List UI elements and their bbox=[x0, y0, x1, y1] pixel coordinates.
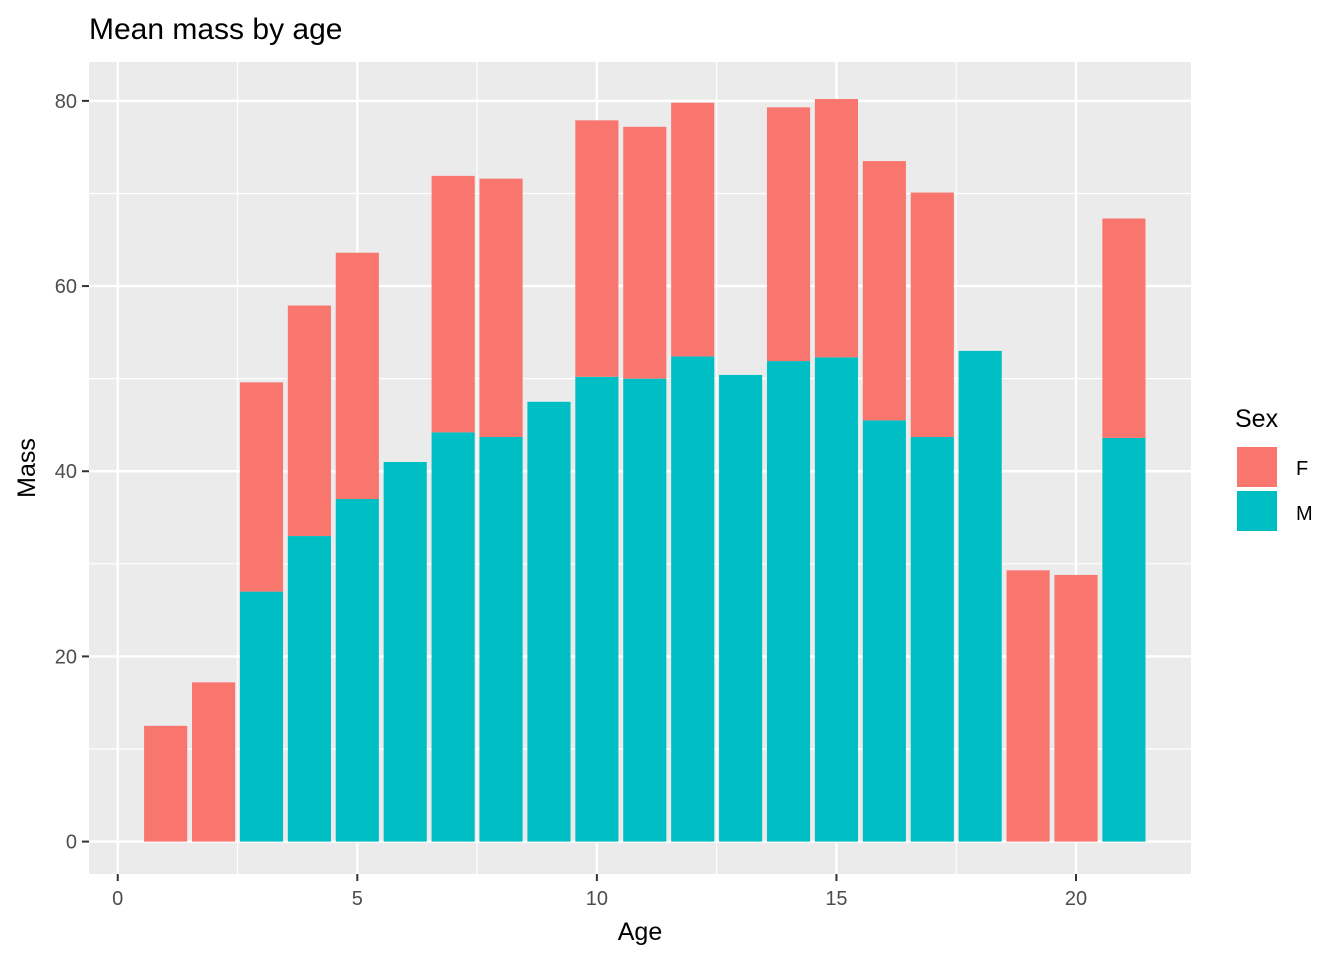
bar-m-age-4 bbox=[287, 536, 331, 842]
legend-key-f bbox=[1235, 445, 1279, 489]
y-tick-label: 0 bbox=[66, 832, 77, 854]
bar-m-age-14 bbox=[766, 361, 811, 842]
bars bbox=[144, 99, 1146, 842]
bar-f-age-11 bbox=[623, 126, 667, 379]
bar-m-age-11 bbox=[623, 378, 667, 842]
bar-f-age-10 bbox=[575, 120, 619, 377]
x-tick-label: 15 bbox=[825, 888, 847, 910]
bar-f-age-17 bbox=[910, 192, 954, 437]
bar-m-age-17 bbox=[910, 436, 954, 842]
bar-m-age-12 bbox=[671, 356, 715, 842]
bar-f-age-20 bbox=[1054, 574, 1098, 842]
legend-title: Sex bbox=[1235, 405, 1279, 433]
bar-m-age-5 bbox=[335, 499, 379, 842]
bar-m-age-15 bbox=[814, 357, 859, 842]
y-tick-label: 20 bbox=[55, 646, 77, 668]
bar-f-age-15 bbox=[814, 99, 859, 358]
bar-m-age-3 bbox=[239, 591, 284, 842]
legend: Sex F M bbox=[1235, 405, 1313, 533]
bar-f-age-12 bbox=[671, 102, 715, 357]
x-tick-label: 0 bbox=[112, 888, 123, 910]
x-axis-title: Age bbox=[618, 918, 662, 946]
x-tick-label: 5 bbox=[352, 888, 363, 910]
y-tick-label: 40 bbox=[55, 461, 77, 483]
legend-label-m: M bbox=[1296, 503, 1313, 525]
bar-f-age-4 bbox=[287, 305, 331, 537]
x-tick-label: 20 bbox=[1065, 888, 1087, 910]
bar-m-age-16 bbox=[862, 420, 906, 842]
bar-m-age-7 bbox=[431, 432, 475, 842]
x-axis: 0 5 10 15 20 bbox=[112, 874, 1087, 910]
bar-m-age-18 bbox=[958, 350, 1002, 842]
bar-f-age-3 bbox=[239, 382, 284, 592]
bar-m-age-6 bbox=[383, 461, 427, 842]
legend-label-f: F bbox=[1296, 458, 1308, 480]
bar-m-age-9 bbox=[527, 401, 571, 842]
bar-m-age-8 bbox=[479, 436, 523, 842]
bar-m-age-21 bbox=[1102, 437, 1146, 842]
y-axis-title: Mass bbox=[13, 438, 41, 498]
y-tick-label: 80 bbox=[55, 91, 77, 113]
chart-title: Mean mass by age bbox=[89, 13, 342, 46]
bar-f-age-14 bbox=[766, 107, 811, 362]
bar-f-age-21 bbox=[1102, 218, 1146, 438]
y-tick-label: 60 bbox=[55, 276, 77, 298]
bar-f-age-2 bbox=[192, 682, 236, 842]
bar-m-age-13 bbox=[719, 374, 763, 842]
bar-f-age-1 bbox=[144, 725, 188, 842]
bar-f-age-7 bbox=[431, 175, 475, 433]
x-tick-label: 10 bbox=[586, 888, 608, 910]
y-axis: 0 20 40 60 80 bbox=[55, 91, 89, 854]
bar-f-age-19 bbox=[1006, 570, 1050, 842]
bar-f-age-16 bbox=[862, 161, 906, 421]
legend-key-m bbox=[1235, 489, 1279, 533]
bar-m-age-10 bbox=[575, 376, 619, 842]
bar-f-age-8 bbox=[479, 178, 523, 437]
bar-f-age-5 bbox=[335, 252, 379, 500]
